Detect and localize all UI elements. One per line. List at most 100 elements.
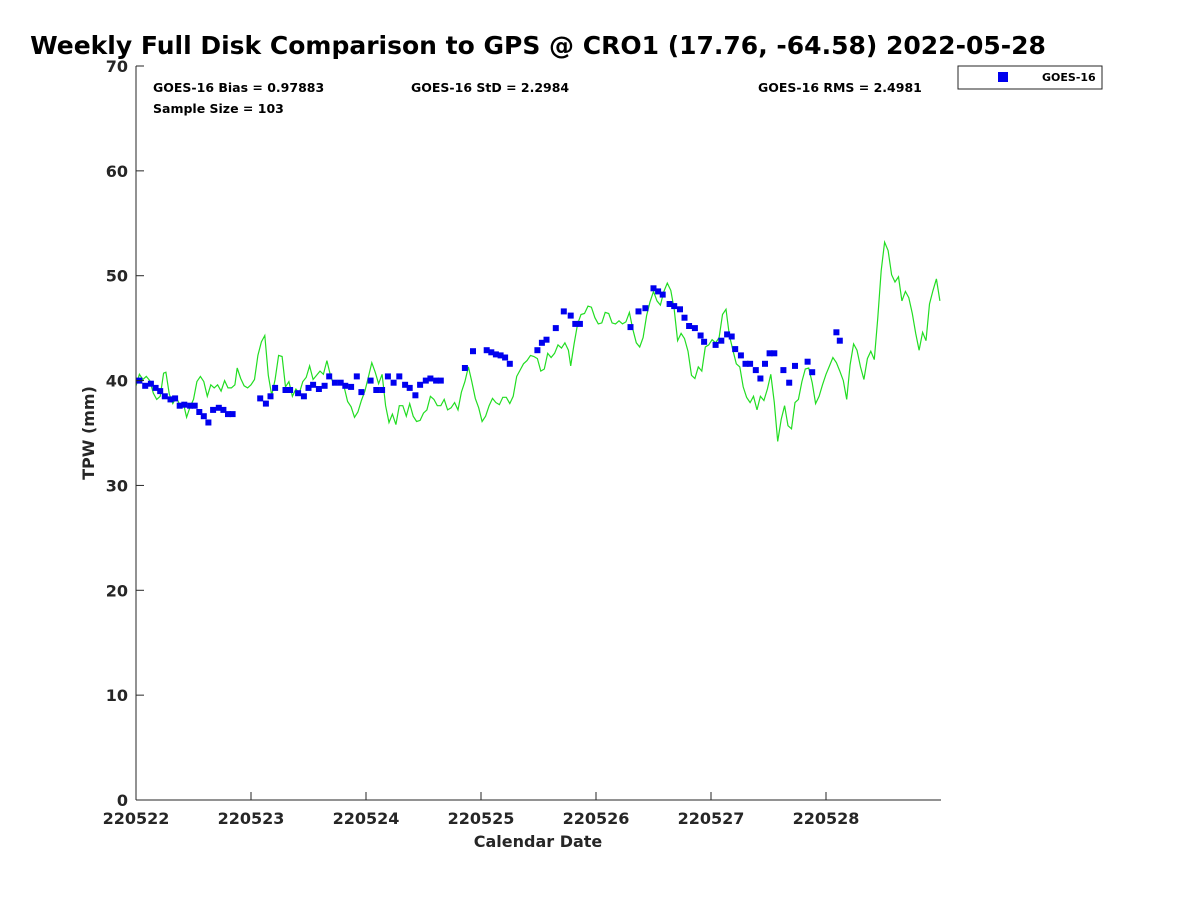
goes-data-point <box>215 404 222 411</box>
goes-data-point <box>470 348 476 355</box>
goes-data-point <box>488 349 495 356</box>
goes-data-point <box>152 384 159 391</box>
goes-data-point <box>742 360 749 367</box>
goes-data-point <box>191 402 198 409</box>
goes-data-point <box>326 373 333 380</box>
goes-data-point <box>737 352 744 359</box>
goes-data-point <box>560 308 567 315</box>
goes-data-point <box>659 291 666 298</box>
goes-data-point <box>437 377 444 384</box>
goes-data-point <box>766 350 773 357</box>
goes-data-point <box>331 379 338 386</box>
goes-data-point <box>762 360 768 367</box>
goes-data-point <box>697 332 704 339</box>
goes-data-point <box>786 379 793 386</box>
goes-data-point <box>691 325 698 332</box>
y-tick-label: 30 <box>106 476 128 495</box>
goes-data-point <box>257 395 264 402</box>
goes-data-point <box>627 324 634 331</box>
goes-data-point <box>677 306 683 313</box>
goes-data-point <box>552 325 559 332</box>
goes-data-point <box>287 387 294 393</box>
goes-data-point <box>712 341 719 348</box>
goes-data-point <box>229 411 236 418</box>
axes: 0 10 20 30 40 50 60 70 220522 220523 220524 220525… <box>103 57 941 828</box>
goes-data-point <box>718 337 725 344</box>
goes-data-point <box>809 369 816 376</box>
goes-data-point <box>780 367 787 374</box>
x-tick-label: 220526 <box>563 809 630 828</box>
goes-data-point <box>205 419 212 426</box>
goes-data-point <box>367 377 374 384</box>
y-tick-label: 0 <box>117 791 128 810</box>
goes-data-point <box>262 400 269 407</box>
goes-data-point <box>321 382 328 389</box>
goes-data-point <box>167 396 174 403</box>
goes-data-point <box>427 375 434 382</box>
goes-data-point <box>747 360 754 367</box>
goes-data-point <box>804 358 811 365</box>
goes-data-point <box>396 373 403 380</box>
goes-data-point <box>728 333 735 340</box>
goes-data-point <box>172 395 179 402</box>
x-axis-label: Calendar Date <box>474 832 603 851</box>
goes-data-point <box>157 388 164 395</box>
goes-data-point <box>406 384 413 391</box>
goes-data-point <box>635 308 642 315</box>
gps-series-line <box>135 239 941 442</box>
y-tick-label: 70 <box>106 57 128 76</box>
goes-data-point <box>655 288 662 295</box>
legend-label-goes: GOES-16 <box>1042 71 1096 84</box>
gps-series-layer <box>135 239 941 442</box>
goes-data-point <box>379 387 386 393</box>
goes-data-point <box>147 380 154 387</box>
goes-data-point <box>412 392 419 399</box>
goes-data-point <box>752 367 759 374</box>
goes-data-point <box>353 373 360 380</box>
goes-data-point <box>315 386 322 392</box>
goes-data-point <box>272 384 279 391</box>
x-tick-label: 220522 <box>103 809 170 828</box>
goes-data-point <box>642 305 649 312</box>
goes-data-point <box>483 347 490 354</box>
goes-data-point <box>176 402 183 409</box>
sample-size-stat: Sample Size = 103 <box>153 101 284 116</box>
goes-data-point <box>671 303 678 310</box>
goes-data-point <box>461 365 468 371</box>
goes-data-point <box>534 347 541 354</box>
goes-data-point <box>572 320 579 327</box>
goes-data-point <box>187 402 194 409</box>
y-tick-label: 20 <box>106 581 128 600</box>
goes-data-point <box>567 312 574 319</box>
goes-data-point <box>836 337 843 344</box>
goes-data-point <box>384 373 391 380</box>
goes-data-point <box>210 406 217 413</box>
y-tick-label: 60 <box>106 162 128 181</box>
goes-data-point <box>833 329 840 336</box>
goes-data-point <box>402 381 409 388</box>
goes-data-point <box>282 387 289 393</box>
legend-box <box>957 65 1103 90</box>
x-ticks: 220522 220523 220524 220525 220526 220527 2205… <box>103 792 859 828</box>
stats-annotations: GOES-16 Bias = 0.97883 GOES-16 StD = 2.2… <box>153 80 922 116</box>
goes-data-point <box>650 285 657 292</box>
y-ticks: 0 10 20 30 40 50 60 70 <box>106 57 144 810</box>
goes-data-point <box>538 339 545 346</box>
goes-data-point <box>310 381 317 388</box>
goes-data-point <box>497 352 504 359</box>
legend-marker-goes <box>998 72 1008 82</box>
goes-data-point <box>724 331 731 338</box>
goes-data-point <box>792 362 798 369</box>
y-axis-label: TPW (mm) <box>79 386 98 480</box>
goes-data-point <box>543 336 550 343</box>
x-tick-label: 220524 <box>333 809 400 828</box>
goes-data-point <box>417 381 424 388</box>
goes-data-point <box>373 387 380 393</box>
goes-data-point <box>732 346 739 353</box>
plot-area <box>135 239 941 442</box>
goes-data-point <box>300 393 307 400</box>
chart-title: Weekly Full Disk Comparison to GPS @ CRO… <box>30 31 1046 60</box>
goes-data-point <box>358 389 365 396</box>
goes-data-point <box>295 390 302 397</box>
